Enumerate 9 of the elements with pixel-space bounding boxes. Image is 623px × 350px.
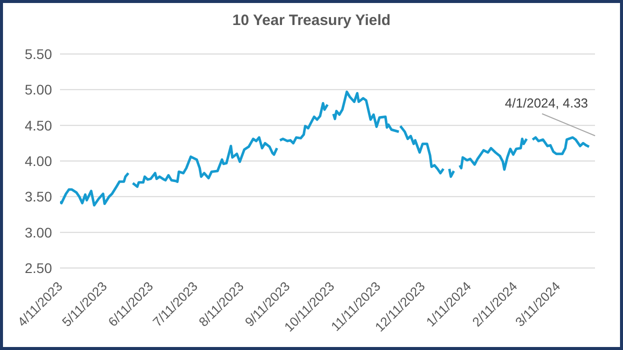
y-tick-label: 3.00: [24, 224, 52, 240]
y-tick-label: 5.50: [24, 46, 52, 62]
y-tick-label: 4.50: [24, 117, 52, 134]
y-tick-label: 3.50: [24, 188, 52, 205]
annotation: 4/1/2024, 4.33: [504, 96, 588, 111]
y-tick-label: 4.00: [24, 152, 52, 169]
chart-title: 10 Year Treasury Yield: [231, 12, 392, 29]
y-tick-label: 5.00: [24, 82, 52, 98]
y-tick-label: 2.50: [24, 260, 52, 276]
